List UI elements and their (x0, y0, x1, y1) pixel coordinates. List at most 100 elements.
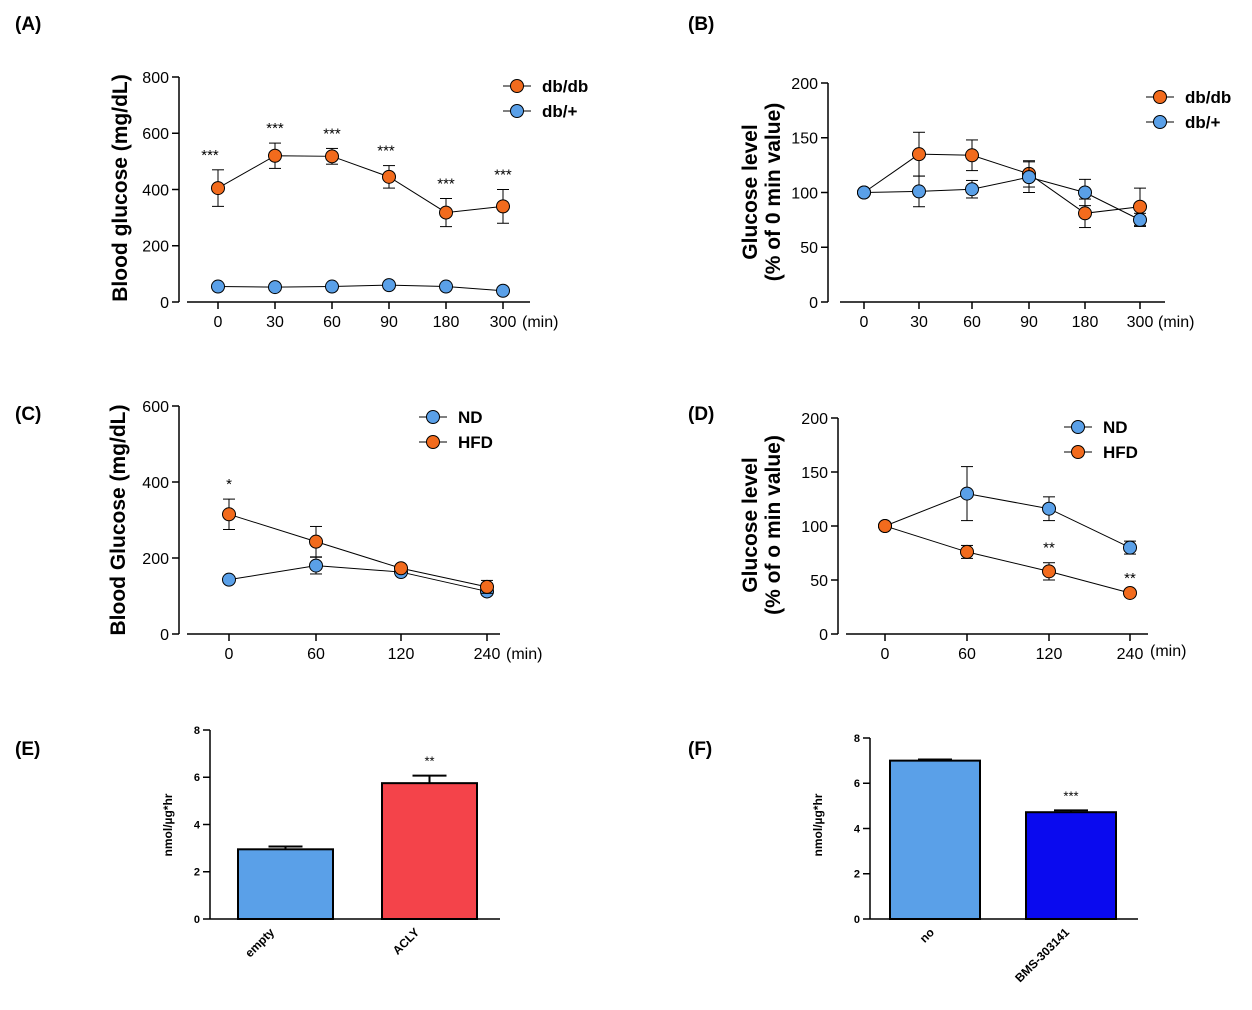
x-tick-label: 240 (1117, 646, 1144, 663)
data-point (960, 544, 974, 559)
y-axis-label-line-1: Glucose level (739, 457, 762, 592)
legend-label: db/+ (542, 102, 577, 121)
data-point (912, 147, 926, 162)
legend-item: HFD (419, 433, 493, 452)
legend-label: HFD (1103, 443, 1138, 462)
y-tick-label: 8 (194, 725, 200, 737)
significance-label: * (226, 476, 232, 493)
y-tick-label: 0 (809, 295, 818, 312)
y-axis-label: Blood glucose (mg/dL) (109, 74, 132, 301)
panel-f: (F) 0 2 4 6 8 nmol/µg*hr no *** BMS-303141 (688, 733, 1138, 985)
data-point (268, 148, 282, 163)
data-point (1123, 540, 1137, 555)
y-tick-label: 400 (142, 475, 169, 492)
x-unit-label: (min) (1150, 643, 1186, 660)
y-tick-label: 600 (142, 399, 169, 416)
x-tick-label: 180 (433, 314, 460, 331)
y-tick-label: 150 (801, 465, 828, 482)
y-tick-label: 2 (854, 869, 860, 881)
legend-label: ND (458, 408, 483, 427)
data-point (1078, 206, 1092, 221)
data-point (222, 572, 236, 587)
legend: db/db db/+ (503, 77, 588, 121)
y-tick-label: 800 (142, 70, 169, 87)
legend-marker (1153, 90, 1167, 104)
x-tick-label: 0 (860, 314, 869, 331)
y-axis-label-line-1: Glucose level (739, 124, 762, 259)
data-point (325, 149, 339, 164)
series-db- (211, 278, 510, 298)
series-line (217, 284, 504, 292)
panel-label: (C) (15, 404, 41, 425)
x-tick-label: 240 (474, 646, 501, 663)
data-point (439, 279, 453, 294)
x-tick-label: 60 (958, 646, 976, 663)
data-point (965, 148, 979, 163)
data-point (1133, 212, 1147, 227)
legend-label: db/+ (1185, 113, 1220, 132)
y-tick-label: 0 (160, 295, 169, 312)
data-point (878, 519, 892, 533)
series-line (884, 525, 1131, 594)
x-tick-label: 120 (388, 646, 415, 663)
legend-item: ND (419, 408, 483, 427)
legend: ND HFD (1064, 418, 1138, 462)
panel-e: (E) 0 2 4 6 8 nmol/µg*hr empty ** ACLY (15, 725, 500, 960)
y-tick-label: 0 (194, 914, 200, 926)
data-point (382, 169, 396, 184)
data-point (1133, 199, 1147, 214)
legend-marker (1071, 420, 1085, 434)
x-tick-label: empty (242, 925, 277, 960)
series-nd (222, 556, 494, 599)
significance-label: *** (1063, 788, 1078, 803)
y-axis-label: Blood Glucose (mg/dL) (107, 405, 130, 636)
data-point (1123, 585, 1137, 600)
x-tick-label: no (917, 925, 937, 945)
panel-d: (D) 0 50 100 150 200 Glucose level(% of o min … (688, 404, 1186, 663)
x-tick-label: 30 (910, 314, 928, 331)
significance-label: *** (377, 143, 395, 160)
legend-item: db/+ (503, 102, 577, 121)
y-tick-label: 200 (142, 551, 169, 568)
legend-label: db/db (542, 77, 588, 96)
y-axis-label: nmol/µg*hr (811, 793, 825, 856)
data-point (1042, 501, 1056, 516)
data-point (857, 185, 871, 200)
x-tick-label: 30 (266, 314, 284, 331)
x-tick-label: 300 (1127, 314, 1154, 331)
significance-label: ** (1043, 540, 1055, 557)
data-point (496, 283, 510, 298)
data-point (960, 486, 974, 501)
data-point (382, 278, 396, 293)
y-tick-label: 2 (194, 867, 200, 879)
y-tick-label: 50 (800, 240, 818, 257)
legend-marker (426, 435, 440, 449)
legend-item: db/db (1146, 88, 1231, 107)
y-tick-label: 400 (142, 182, 169, 199)
series-line (217, 155, 504, 214)
legend-marker (426, 410, 440, 424)
series-db-db: *** *** *** *** *** *** (201, 120, 512, 228)
significance-label: ** (424, 754, 434, 769)
data-point (912, 184, 926, 199)
y-tick-label: 0 (854, 914, 860, 926)
data-point (211, 279, 225, 294)
series-line (228, 565, 488, 592)
legend-item: ND (1064, 418, 1128, 437)
y-tick-label: 4 (854, 823, 861, 835)
y-tick-label: 100 (801, 519, 828, 536)
y-tick-label: 200 (801, 411, 828, 428)
panel-c: (C) 0 200 400 600 Blood Glucose (mg/dL) 0 60 120… (15, 399, 542, 663)
series-nd (878, 466, 1137, 555)
y-tick-label: 6 (194, 772, 200, 784)
panel-label: (A) (15, 14, 41, 35)
y-tick-label: 150 (791, 131, 818, 148)
x-tick-label: ACLY (390, 925, 422, 957)
x-unit-label: (min) (522, 314, 558, 331)
legend-marker (1071, 445, 1085, 459)
data-point (268, 280, 282, 295)
x-unit-label: (min) (506, 646, 542, 663)
y-tick-label: 4 (194, 819, 201, 831)
y-tick-label: 600 (142, 126, 169, 143)
